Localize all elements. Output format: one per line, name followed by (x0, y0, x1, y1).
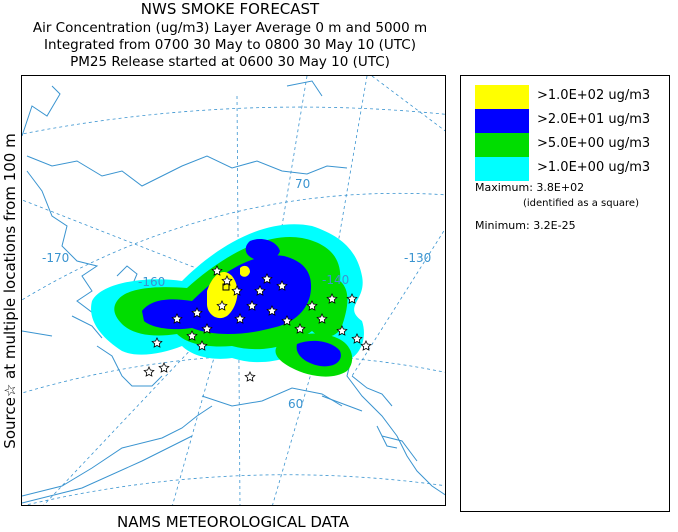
source-star (276, 280, 288, 291)
source-star (351, 333, 363, 344)
source-star (294, 323, 306, 334)
source-star (234, 313, 246, 324)
concentration-subtitle: Air Concentration (ug/m3) Layer Average … (32, 20, 428, 36)
legend-item: >5.0E+00 ug/m3 (475, 133, 665, 157)
smoke-map: -170 -160 -140 -130 70 60 (21, 75, 446, 506)
source-star (171, 313, 183, 324)
source-star (201, 323, 213, 334)
source-star (261, 273, 273, 284)
legend-swatch (475, 109, 529, 133)
legend-swatch (475, 85, 529, 109)
release-info: PM25 Release started at 0600 30 May 10 (… (70, 54, 390, 70)
source-star (360, 340, 372, 351)
legend-swatch (475, 157, 529, 181)
legend-item: >1.0E+00 ug/m3 (475, 157, 665, 181)
source-side-label: Source☆ at multiple locations from 100 m (1, 133, 19, 449)
maximum-note: (identified as a square) (523, 198, 639, 209)
maximum-stat: Maximum: 3.8E+02 (475, 181, 584, 194)
minimum-stat: Minimum: 3.2E-25 (475, 219, 576, 232)
lat-label-60: 60 (288, 397, 303, 411)
source-star (151, 337, 163, 348)
lon-label-160: -160 (138, 275, 165, 289)
legend-label: >1.0E+00 ug/m3 (537, 160, 651, 175)
minimum-value: 3.2E-25 (533, 219, 576, 232)
source-star (266, 305, 278, 316)
concentration-2e1-north (245, 239, 280, 262)
source-star (326, 293, 338, 304)
legend-label: >2.0E+01 ug/m3 (537, 112, 651, 127)
met-data-footer: NAMS METEOROLOGICAL DATA (117, 513, 349, 531)
legend-label: >1.0E+02 ug/m3 (537, 88, 651, 103)
source-markers (143, 265, 372, 382)
legend-swatch (475, 133, 529, 157)
source-star (211, 265, 223, 276)
source-star (143, 366, 155, 377)
lon-label-130: -130 (404, 251, 431, 265)
legend-item: >1.0E+02 ug/m3 (475, 85, 665, 109)
source-star (186, 330, 198, 341)
source-star (346, 293, 358, 304)
source-star (281, 315, 293, 326)
source-star (158, 362, 170, 373)
source-star (316, 313, 328, 324)
lon-label-170: -170 (42, 251, 69, 265)
legend-panel: >1.0E+02 ug/m3 >2.0E+01 ug/m3 >5.0E+00 u… (460, 75, 670, 512)
smoke-plume (91, 224, 364, 377)
map-title: NWS SMOKE FORECAST (140, 0, 320, 18)
map-canvas: -170 -160 -140 -130 70 60 (22, 76, 445, 505)
lat-label-70: 70 (295, 177, 310, 191)
source-star (196, 340, 208, 351)
maximum-square (222, 283, 230, 291)
concentration-1e2-small (240, 265, 250, 277)
source-star (191, 307, 203, 318)
concentration-2e1-east (296, 340, 341, 367)
lon-label-140: -140 (322, 273, 349, 287)
source-star (306, 300, 318, 311)
legend-item: >2.0E+01 ug/m3 (475, 109, 665, 133)
legend-label: >5.0E+00 ug/m3 (537, 136, 651, 151)
source-star (254, 285, 266, 296)
source-star (244, 371, 256, 382)
source-star (231, 285, 243, 296)
maximum-label: Maximum: (475, 181, 533, 194)
source-star (246, 300, 258, 311)
minimum-label: Minimum: (475, 219, 530, 232)
source-star (216, 300, 228, 311)
integration-period: Integrated from 0700 30 May to 0800 30 M… (44, 37, 416, 53)
maximum-value: 3.8E+02 (536, 181, 585, 194)
source-star (336, 325, 348, 336)
